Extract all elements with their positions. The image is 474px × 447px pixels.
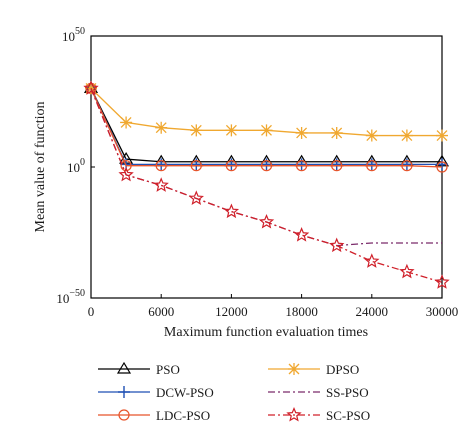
series-line [90,88,443,283]
data-point [401,160,413,172]
data-point [225,160,237,172]
data-point [260,124,273,137]
legend-label: LDC-PSO [156,408,210,423]
legend-label: SS-PSO [326,385,369,400]
data-point [400,129,413,142]
x-axis: 0 6000 12000 18000 24000 30000 [88,294,459,319]
data-point [296,160,308,172]
x-tick-label: 12000 [215,304,248,319]
data-point [295,126,308,139]
legend-marker [288,363,300,375]
series-dpso [85,82,448,142]
x-tick-label: 18000 [285,304,318,319]
data-point [364,253,380,268]
legend-entry: DCW-PSO [98,385,214,400]
legend: PSO DCW-PSO LDC-PSO DPSO SS-PSO SC-PSO [98,361,370,423]
data-point [434,274,450,289]
data-point [190,124,203,137]
data-point [366,160,378,172]
legend-label: DPSO [326,362,359,377]
data-point [293,227,310,242]
legend-entry: LDC-PSO [98,408,210,423]
legend-marker [118,409,130,421]
x-axis-label: Maximum function evaluation times [164,325,368,340]
legend-marker [118,386,130,398]
data-point [223,203,240,219]
data-point [399,263,415,279]
legend-label: SC-PSO [326,408,370,423]
series-sc-pso [83,80,450,289]
y-tick-label: 1050 [62,26,85,44]
data-point [83,80,99,95]
x-tick-label: 24000 [356,304,389,319]
data-point [188,190,204,205]
series-line [90,88,443,168]
legend-entry: DPSO [268,362,359,377]
data-point [436,161,448,173]
legend-label: PSO [156,362,180,377]
data-point [155,160,167,172]
y-axis: 1050 100 10−50 [56,26,95,306]
data-point [365,129,378,142]
legend-entry: SC-PSO [268,406,370,423]
series-layer [83,80,450,289]
legend-entry: SS-PSO [268,385,369,400]
data-point [331,160,343,172]
x-tick-label: 6000 [148,304,174,319]
legend-marker [286,406,302,422]
x-tick-label: 0 [88,304,95,319]
y-tick-label: 100 [67,157,85,175]
data-point [260,160,273,172]
legend-entry: PSO [98,361,180,377]
data-point [225,124,238,137]
data-point [118,166,134,182]
data-point [153,177,169,192]
data-point [120,116,133,129]
y-tick-label: 10−50 [56,288,85,306]
data-point [330,126,343,139]
data-point [190,160,202,172]
data-point [329,237,345,253]
legend-marker [116,361,132,374]
data-point [120,160,132,172]
data-point [155,121,168,134]
x-tick-label: 30000 [426,304,459,319]
plot-area [83,35,450,299]
data-point [436,129,448,142]
legend-label: DCW-PSO [156,385,214,400]
y-axis-label: Mean value of function [33,101,48,232]
data-point [258,213,275,229]
